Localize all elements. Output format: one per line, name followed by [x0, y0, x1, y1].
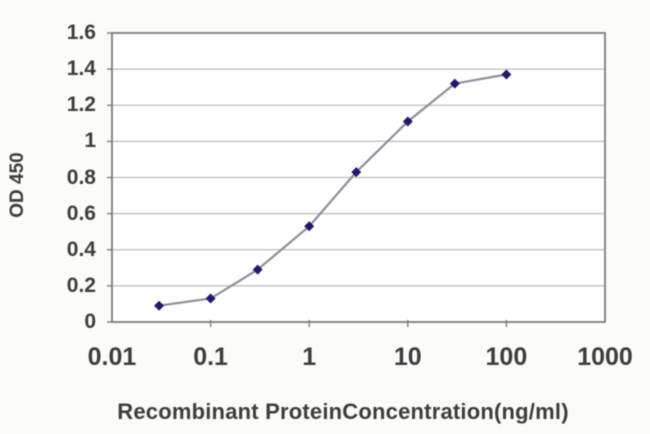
- y-tick-label: 0.2: [66, 273, 96, 297]
- data-point-marker: [351, 167, 362, 178]
- y-tick-label: 0.8: [66, 165, 96, 189]
- y-tick-label: 0.6: [66, 201, 96, 225]
- x-tick-label: 0.01: [87, 343, 137, 371]
- y-tick-label: 1: [84, 129, 96, 153]
- data-point-marker: [252, 264, 263, 275]
- data-point-marker: [154, 300, 165, 311]
- data-point-marker: [304, 221, 315, 232]
- x-tick-label: 1: [302, 343, 317, 371]
- y-tick-label: 1.6: [66, 21, 96, 44]
- data-point-marker: [402, 116, 413, 127]
- x-tick-label: 0.1: [193, 343, 228, 371]
- x-tick-label: 100: [485, 343, 528, 371]
- x-tick-label: 10: [393, 343, 422, 371]
- y-tick-label: 1.2: [66, 93, 96, 117]
- x-tick-label: 1000: [577, 343, 633, 371]
- x-axis-title: Recombinant ProteinConcentration(ng/ml): [117, 399, 569, 424]
- data-point-marker: [501, 69, 512, 80]
- data-point-marker: [205, 293, 216, 304]
- standard-curve-line: [158, 73, 507, 307]
- y-tick-label: 0: [84, 310, 96, 333]
- data-point-marker: [449, 78, 460, 89]
- y-tick-label: 0.4: [66, 237, 96, 261]
- y-tick-label: 1.4: [66, 57, 96, 81]
